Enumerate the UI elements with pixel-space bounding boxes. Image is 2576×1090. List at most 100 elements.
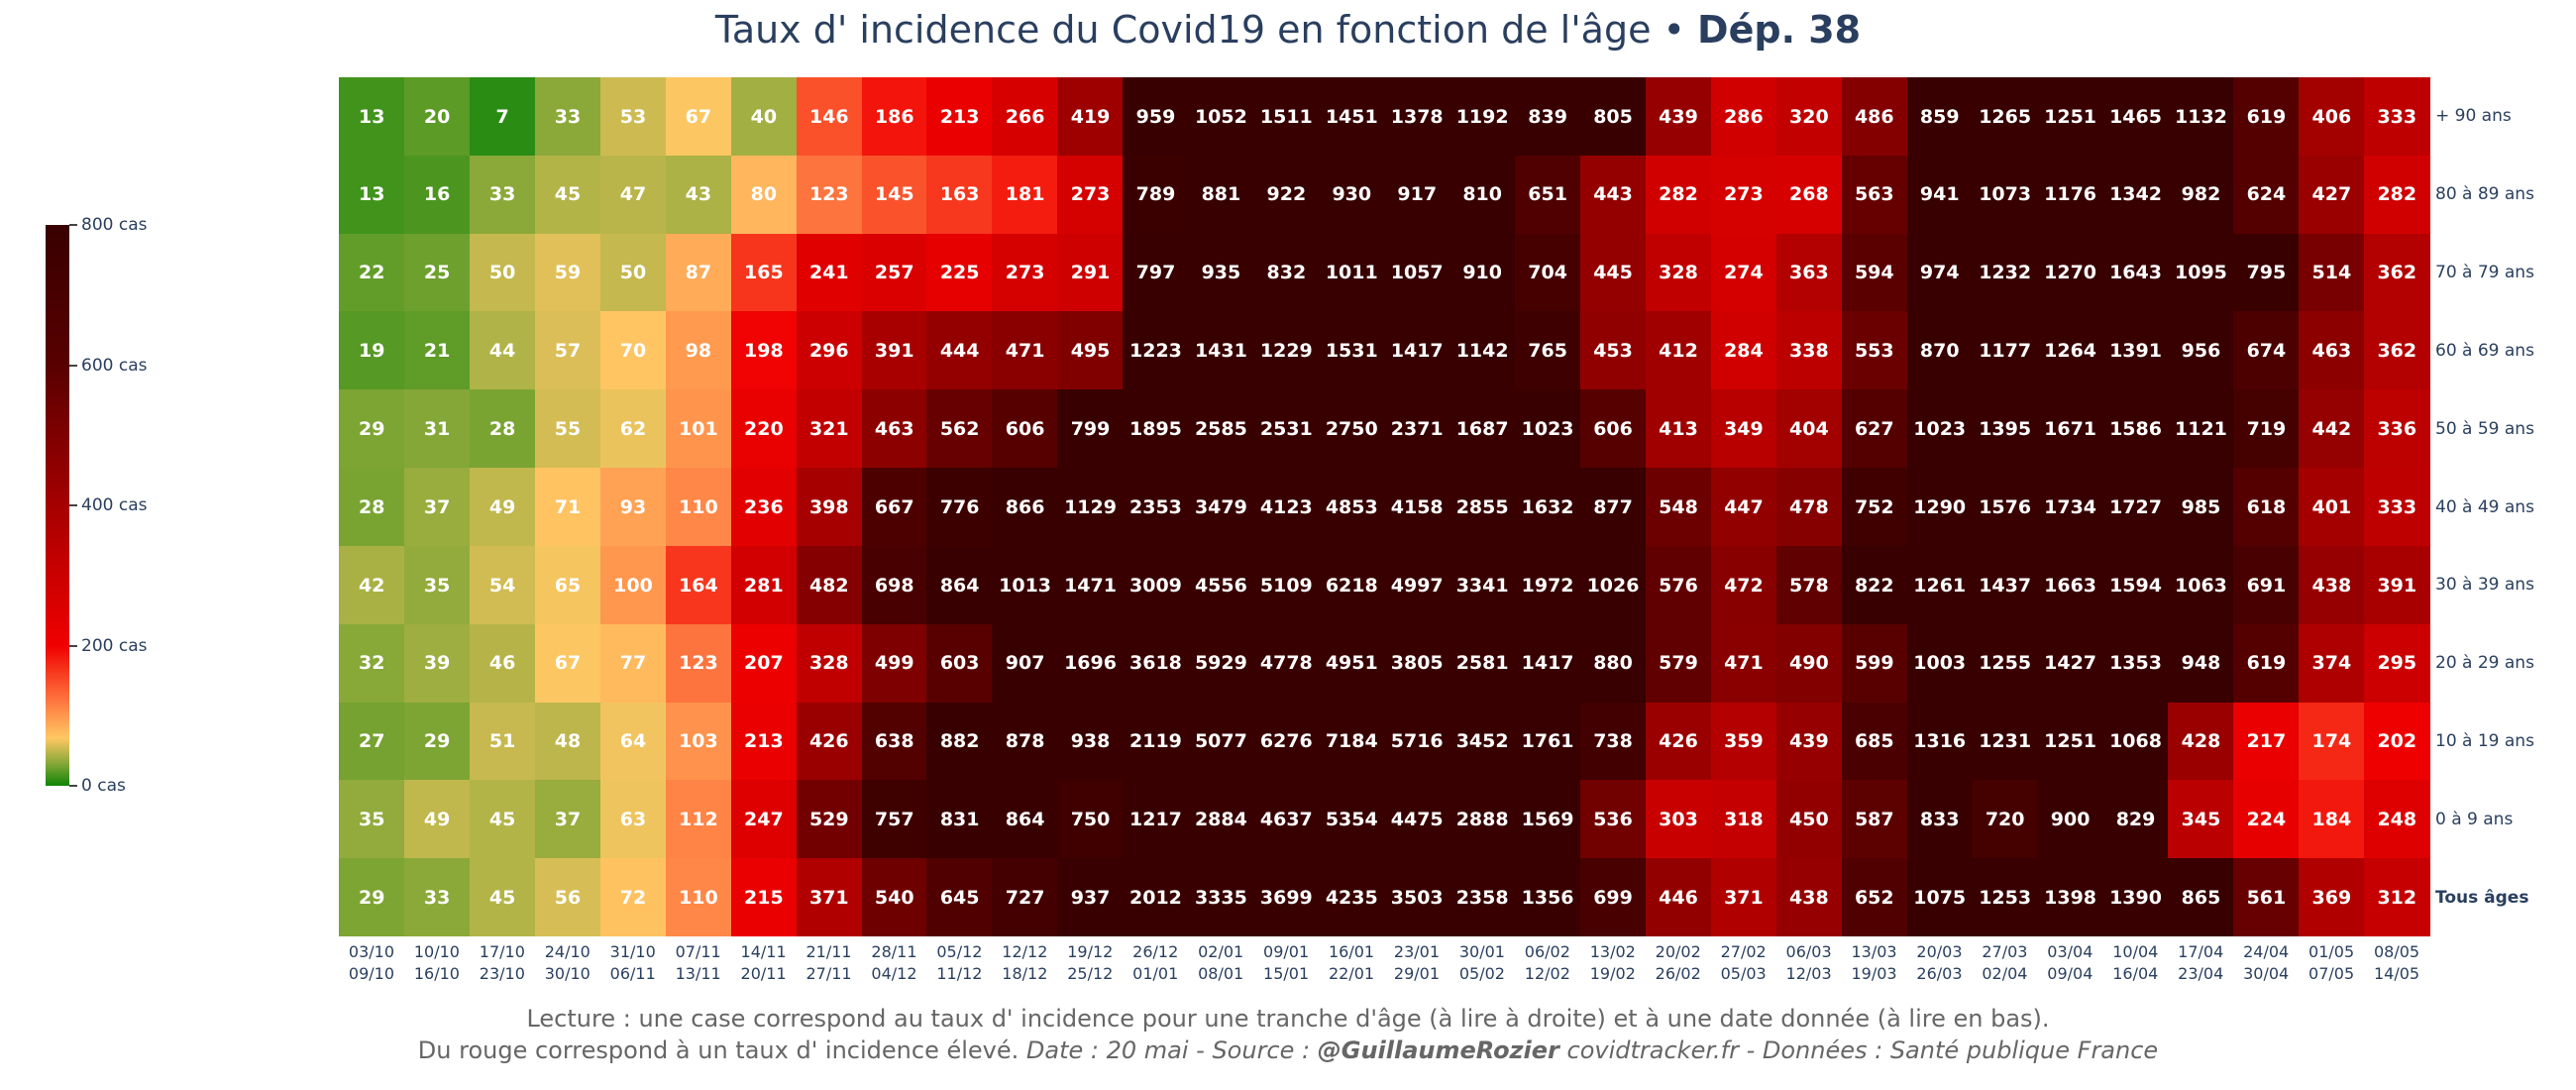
heatmap-cell: 1232 xyxy=(1972,233,2038,312)
heatmap-cell: 2353 xyxy=(1123,468,1189,547)
heatmap-cell: 295 xyxy=(2364,623,2430,704)
heatmap-cell: 495 xyxy=(1057,311,1124,390)
heatmap-cell: 1391 xyxy=(2102,311,2169,390)
heatmap-cell: 463 xyxy=(2299,311,2365,390)
heatmap-cell: 2888 xyxy=(1449,780,1516,859)
heatmap-cell: 859 xyxy=(1906,77,1973,157)
heatmap-cell: 704 xyxy=(1514,233,1581,312)
heatmap-cell: 4951 xyxy=(1319,623,1385,704)
heatmap-cell: 1290 xyxy=(1906,468,1973,547)
heatmap-cell: 286 xyxy=(1710,77,1777,157)
heatmap-cell: 413 xyxy=(1645,389,1712,469)
heatmap-cell: 374 xyxy=(2299,623,2365,704)
heatmap-cell: 362 xyxy=(2364,311,2430,390)
heatmap-cell: 4123 xyxy=(1253,468,1320,547)
heatmap-cell: 624 xyxy=(2233,155,2300,235)
heatmap-cell: 110 xyxy=(665,468,732,547)
heatmap-cell: 273 xyxy=(992,233,1058,312)
heatmap-cell: 4997 xyxy=(1384,545,1450,625)
heatmap-cell: 618 xyxy=(2233,468,2300,547)
heatmap-cell: 5929 xyxy=(1188,623,1254,704)
heatmap-cell: 553 xyxy=(1841,311,1907,390)
heatmap-cell: 877 xyxy=(1579,468,1647,547)
heatmap-cell: 3452 xyxy=(1449,702,1516,781)
x-tick-label: 16/01 22/01 xyxy=(1328,942,1375,983)
heatmap-cell: 333 xyxy=(2364,77,2430,157)
heatmap-cell: 93 xyxy=(599,468,667,547)
heatmap-cell: 445 xyxy=(1579,233,1647,312)
heatmap-cell: 757 xyxy=(861,780,927,859)
heatmap-cell: 112 xyxy=(665,780,732,859)
heatmap-cell: 486 xyxy=(1841,77,1907,157)
heatmap-cell: 321 xyxy=(796,389,862,469)
heatmap-cell: 536 xyxy=(1579,780,1647,859)
heatmap-cell: 349 xyxy=(1710,389,1777,469)
heatmap-cell: 606 xyxy=(992,389,1058,469)
x-tick-label: 27/02 05/03 xyxy=(1720,942,1767,983)
heatmap-cell: 1895 xyxy=(1123,389,1189,469)
heatmap-cell: 490 xyxy=(1775,623,1843,704)
heatmap-cell: 412 xyxy=(1645,311,1712,390)
heatmap-cell: 870 xyxy=(1906,311,1973,390)
heatmap-cell: 186 xyxy=(861,77,927,157)
heatmap-cell: 1223 xyxy=(1123,311,1189,390)
heatmap-cell: 1471 xyxy=(1057,545,1124,625)
heatmap-cell: 225 xyxy=(926,233,993,312)
heatmap-cell: 1177 xyxy=(1972,311,2038,390)
heatmap-cell: 450 xyxy=(1775,780,1843,859)
heatmap-cell: 362 xyxy=(2364,233,2430,312)
heatmap-cell: 881 xyxy=(1188,155,1254,235)
heatmap-cell: 699 xyxy=(1579,858,1647,937)
heatmap-cell: 2884 xyxy=(1188,780,1254,859)
heatmap-cell: 71 xyxy=(534,468,601,547)
heatmap-cell: 974 xyxy=(1906,233,1973,312)
heatmap-cell: 822 xyxy=(1841,545,1907,625)
heatmap-cell: 426 xyxy=(796,702,862,781)
heatmap-cell: 472 xyxy=(1710,545,1777,625)
heatmap-cell: 67 xyxy=(534,623,601,704)
x-tick-label: 01/05 07/05 xyxy=(2308,942,2355,983)
heatmap-cell: 529 xyxy=(796,780,862,859)
row-label: 50 à 59 ans xyxy=(2435,418,2534,439)
heatmap-cell: 80 xyxy=(730,155,798,235)
heatmap-cell: 463 xyxy=(861,389,927,469)
x-tick-label: 28/11 04/12 xyxy=(871,942,917,983)
x-tick-label: 24/04 30/04 xyxy=(2243,942,2290,983)
heatmap-cell: 1727 xyxy=(2102,468,2169,547)
x-tick-label: 30/01 05/02 xyxy=(1458,942,1505,983)
heatmap-cell: 398 xyxy=(796,468,862,547)
heatmap-cell: 65 xyxy=(534,545,601,625)
heatmap-cell: 1431 xyxy=(1188,311,1254,390)
heatmap-cell: 482 xyxy=(796,545,862,625)
heatmap-cell: 719 xyxy=(2233,389,2300,469)
heatmap-cell: 2855 xyxy=(1449,468,1516,547)
heatmap-cell: 1026 xyxy=(1579,545,1647,625)
heatmap-cell: 603 xyxy=(926,623,993,704)
heatmap-cell: 1251 xyxy=(2037,77,2103,157)
heatmap-cell: 1023 xyxy=(1906,389,1973,469)
heatmap-cell: 63 xyxy=(599,780,667,859)
heatmap-cell: 46 xyxy=(469,623,536,704)
heatmap-cell: 789 xyxy=(1123,155,1189,235)
row-label: 70 à 79 ans xyxy=(2435,263,2534,283)
heatmap-cell: 652 xyxy=(1841,858,1907,937)
heatmap-cell: 982 xyxy=(2168,155,2234,235)
heatmap-cell: 6276 xyxy=(1253,702,1320,781)
heatmap-cell: 839 xyxy=(1514,77,1581,157)
heatmap-cell: 273 xyxy=(1710,155,1777,235)
x-tick-label: 23/01 29/01 xyxy=(1393,942,1441,983)
heatmap-cell: 1417 xyxy=(1384,311,1450,390)
heatmap-cell: 100 xyxy=(599,545,667,625)
heatmap-cell: 805 xyxy=(1579,77,1647,157)
heatmap-cell: 1696 xyxy=(1057,623,1124,704)
x-tick-label: 08/05 14/05 xyxy=(2373,942,2420,983)
colorbar-tick xyxy=(69,644,77,647)
heatmap-cell: 638 xyxy=(861,702,927,781)
heatmap-cell: 4158 xyxy=(1384,468,1450,547)
heatmap-cell: 241 xyxy=(796,233,862,312)
heatmap-cell: 685 xyxy=(1841,702,1907,781)
heatmap-cell: 1594 xyxy=(2102,545,2169,625)
heatmap-cell: 406 xyxy=(2299,77,2365,157)
heatmap-cell: 4853 xyxy=(1319,468,1385,547)
heatmap-cell: 4475 xyxy=(1384,780,1450,859)
